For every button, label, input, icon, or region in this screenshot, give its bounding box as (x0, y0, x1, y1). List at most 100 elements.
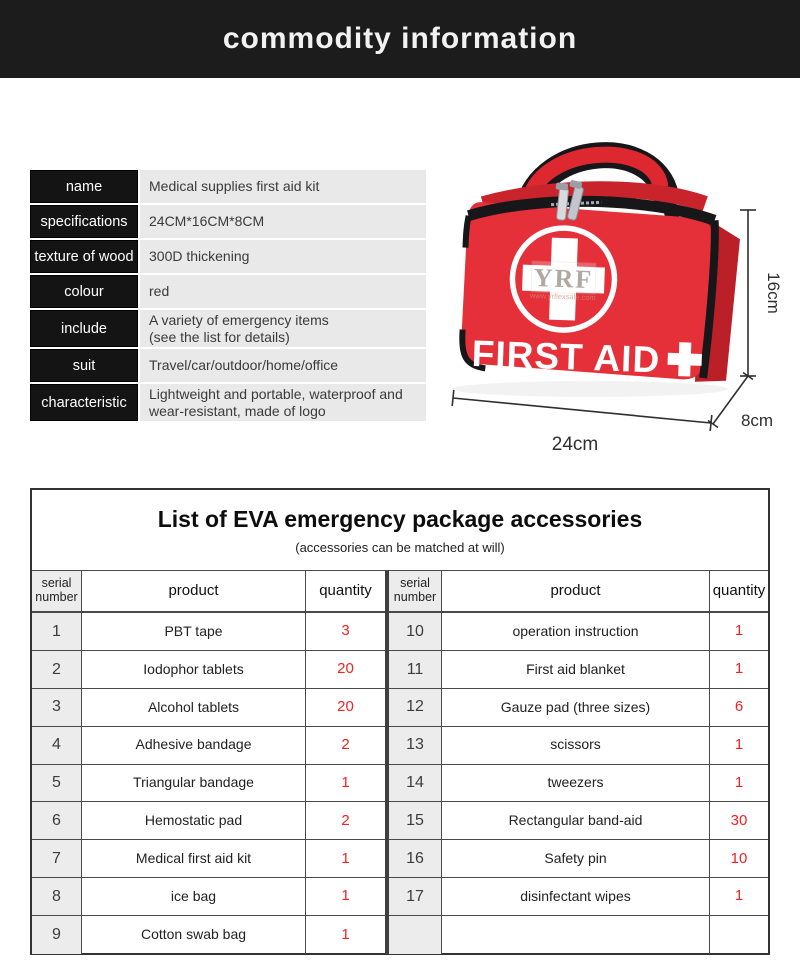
serial-cell: 17 (389, 878, 442, 917)
product-image: YRF www.yrflexsale.com FIRST AID 16cm 8c… (430, 128, 800, 463)
bag-label-text: FIRST AID (471, 333, 661, 381)
dimension-width-label: 24cm (552, 434, 598, 455)
product-cell: Medical first aid kit (82, 840, 306, 879)
table-divider (385, 571, 389, 613)
quantity-cell: 20 (306, 651, 385, 689)
spec-value: Travel/car/outdoor/home/office (140, 349, 426, 382)
table-divider (385, 688, 389, 727)
serial-cell: 15 (389, 802, 442, 841)
product-cell: Adhesive bandage (82, 726, 306, 765)
zipper-band (467, 195, 717, 226)
page-title: commodity information (222, 22, 578, 55)
quantity-cell: 1 (306, 765, 385, 803)
quantity-cell: 1 (710, 651, 768, 689)
serial-cell: 6 (32, 802, 82, 841)
product-cell: Alcohol tablets (82, 688, 306, 727)
serial-cell: 14 (389, 764, 442, 803)
column-header-serial: serial number (32, 571, 82, 613)
zipper-band-side (699, 220, 719, 379)
product-cell: tweezers (442, 764, 710, 803)
product-cell: Gauze pad (three sizes) (442, 688, 710, 727)
column-header-product: product (442, 571, 710, 613)
accessories-table-subtitle: (accessories can be matched at will) (295, 539, 505, 555)
quantity-cell: 6 (710, 689, 768, 727)
product-cell: Iodophor tablets (82, 650, 306, 689)
serial-cell: 5 (32, 764, 82, 803)
spec-label: texture of wood (30, 240, 138, 273)
spec-value: 300D thickening (140, 240, 426, 273)
trim-bottom-left (459, 329, 486, 372)
quantity-cell: 1 (306, 878, 385, 917)
quantity-cell (710, 916, 768, 954)
serial-cell (389, 916, 442, 954)
serial-cell: 11 (389, 650, 442, 689)
serial-cell: 1 (32, 613, 82, 651)
spec-label: include (30, 310, 138, 347)
product-cell: Safety pin (442, 840, 710, 879)
product-cell (442, 916, 710, 954)
serial-cell: 12 (389, 688, 442, 727)
spec-row-name: name Medical supplies first aid kit (30, 170, 426, 203)
dimension-lines (451, 209, 756, 432)
quantity-cell: 3 (306, 613, 385, 651)
spec-row-suit: suit Travel/car/outdoor/home/office (30, 349, 426, 382)
product-cell: PBT tape (82, 613, 306, 651)
bag-body: YRF www.yrflexsale.com FIRST AID (459, 181, 740, 382)
bag-shadow (452, 381, 728, 397)
spec-label: name (30, 170, 138, 203)
accessories-grid: serial number product quantity serial nu… (32, 571, 768, 954)
spec-label: colour (30, 275, 138, 308)
accessories-table-title: List of EVA emergency package accessorie… (157, 505, 643, 532)
table-divider (385, 764, 389, 803)
bag-back-panel (480, 181, 708, 212)
serial-cell: 9 (32, 916, 82, 954)
spec-table: name Medical supplies first aid kit spec… (30, 170, 426, 423)
quantity-cell: 20 (306, 689, 385, 727)
spec-value: red (140, 275, 426, 308)
serial-cell: 2 (32, 650, 82, 689)
spec-value: Medical supplies first aid kit (140, 170, 426, 203)
quantity-cell: 1 (341, 925, 350, 943)
spec-row-characteristic: characteristic Lightweight and portable,… (30, 384, 426, 421)
spec-label: suit (30, 349, 138, 382)
product-cell: operation instruction (442, 613, 710, 651)
quantity-cell: 1 (710, 765, 768, 803)
spec-row-texture: texture of wood 300D thickening (30, 240, 426, 273)
product-cell: Cotton swab bag (82, 916, 306, 954)
serial-cell: 16 (389, 840, 442, 879)
serial-cell: 10 (389, 613, 442, 651)
quantity-cell: 2 (306, 727, 385, 765)
table-divider (385, 650, 389, 689)
spec-value: Lightweight and portable, waterproof and… (140, 384, 426, 421)
trim-top-left (462, 215, 472, 248)
brand-watermark: YRF (533, 263, 593, 294)
spec-label: specifications (30, 205, 138, 238)
logo-circle-icon (509, 225, 618, 333)
spec-value: A variety of emergency items (see the li… (140, 310, 426, 347)
accessories-table: List of EVA emergency package accessorie… (30, 488, 770, 955)
quantity-cell: 1 (710, 727, 768, 765)
quantity-cell: 2 (306, 802, 385, 841)
spec-value: 24CM*16CM*8CM (140, 205, 426, 238)
quantity-cell: 1 (710, 878, 768, 917)
column-header-quantity: quantity (306, 571, 385, 613)
column-header-quantity: quantity (710, 571, 768, 613)
quantity-cell: 1 (306, 840, 385, 879)
spec-row-colour: colour red (30, 275, 426, 308)
dimension-depth-label: 8cm (741, 411, 773, 430)
zipper-pull-icon (555, 180, 584, 221)
column-header-serial: serial number (389, 571, 442, 613)
serial-cell: 7 (32, 840, 82, 879)
logo-cross-icon (522, 264, 605, 294)
product-cell: scissors (442, 726, 710, 765)
serial-cell: 3 (32, 688, 82, 727)
watermark-box (530, 260, 597, 295)
product-cell: First aid blanket (442, 650, 710, 689)
table-divider (385, 802, 389, 841)
spec-label: characteristic (30, 384, 138, 421)
table-divider (385, 613, 389, 651)
quantity-cell: 1 (710, 613, 768, 651)
url-watermark: www.yrflexsale.com (529, 291, 596, 302)
serial-cell: 13 (389, 726, 442, 765)
quantity-cell: 30 (710, 802, 768, 841)
